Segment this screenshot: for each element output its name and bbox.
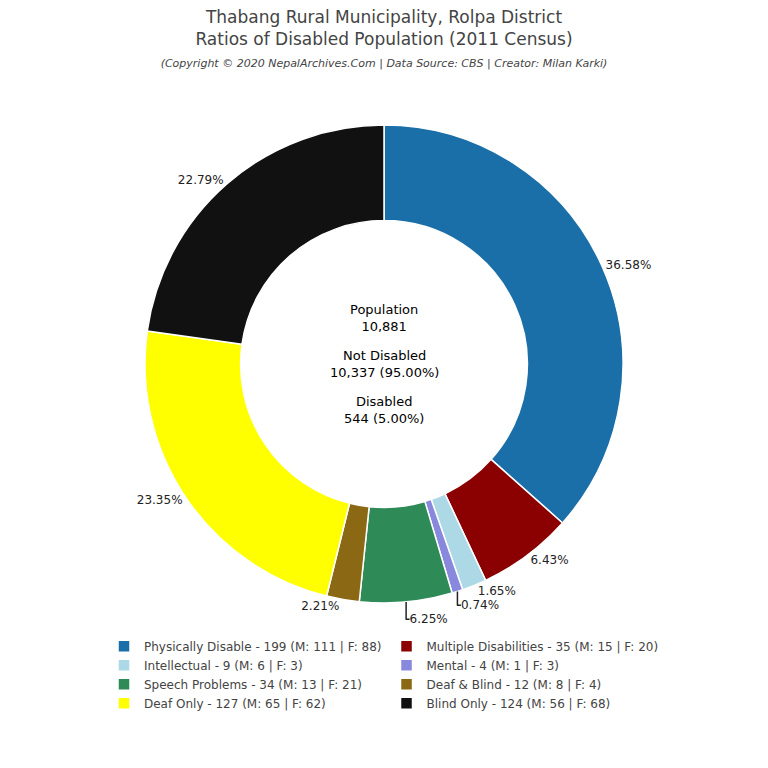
svg-text:Intellectual - 9 (M: 6 | F: 3): Intellectual - 9 (M: 6 | F: 3): [144, 659, 303, 673]
svg-text:2.21%: 2.21%: [301, 599, 339, 613]
svg-text:22.79%: 22.79%: [178, 173, 224, 187]
svg-text:6.25%: 6.25%: [410, 612, 448, 626]
svg-text:Thabang Rural Municipality, Ro: Thabang Rural Municipality, Rolpa Distri…: [161, 7, 608, 70]
svg-text:Deaf & Blind - 12 (M: 8 | F: 4: Deaf & Blind - 12 (M: 8 | F: 4): [427, 678, 602, 692]
svg-text:1.65%: 1.65%: [478, 584, 516, 598]
svg-text:Population10,881: Population10,881: [350, 302, 418, 334]
svg-text:6.43%: 6.43%: [530, 553, 568, 567]
svg-text:Disabled544 (5.00%): Disabled544 (5.00%): [344, 394, 424, 426]
svg-text:Deaf Only - 127 (M: 65 | F: 62: Deaf Only - 127 (M: 65 | F: 62): [144, 697, 326, 711]
svg-text:Mental - 4 (M: 1 | F: 3): Mental - 4 (M: 1 | F: 3): [427, 659, 560, 673]
svg-text:0.74%: 0.74%: [461, 598, 499, 612]
svg-text:Not Disabled10,337 (95.00%): Not Disabled10,337 (95.00%): [330, 348, 439, 380]
svg-text:23.35%: 23.35%: [137, 493, 183, 507]
svg-text:Speech Problems - 34 (M: 13 |: Speech Problems - 34 (M: 13 | F: 21): [144, 678, 362, 692]
svg-text:Physically Disable - 199 (M: 1: Physically Disable - 199 (M: 111 | F: 88…: [144, 640, 382, 654]
svg-text:Multiple Disabilities - 35 (M:: Multiple Disabilities - 35 (M: 15 | F: 2…: [427, 640, 659, 654]
svg-text:36.58%: 36.58%: [606, 258, 652, 272]
svg-text:Blind Only - 124 (M: 56 | F: 6: Blind Only - 124 (M: 56 | F: 68): [427, 697, 611, 711]
